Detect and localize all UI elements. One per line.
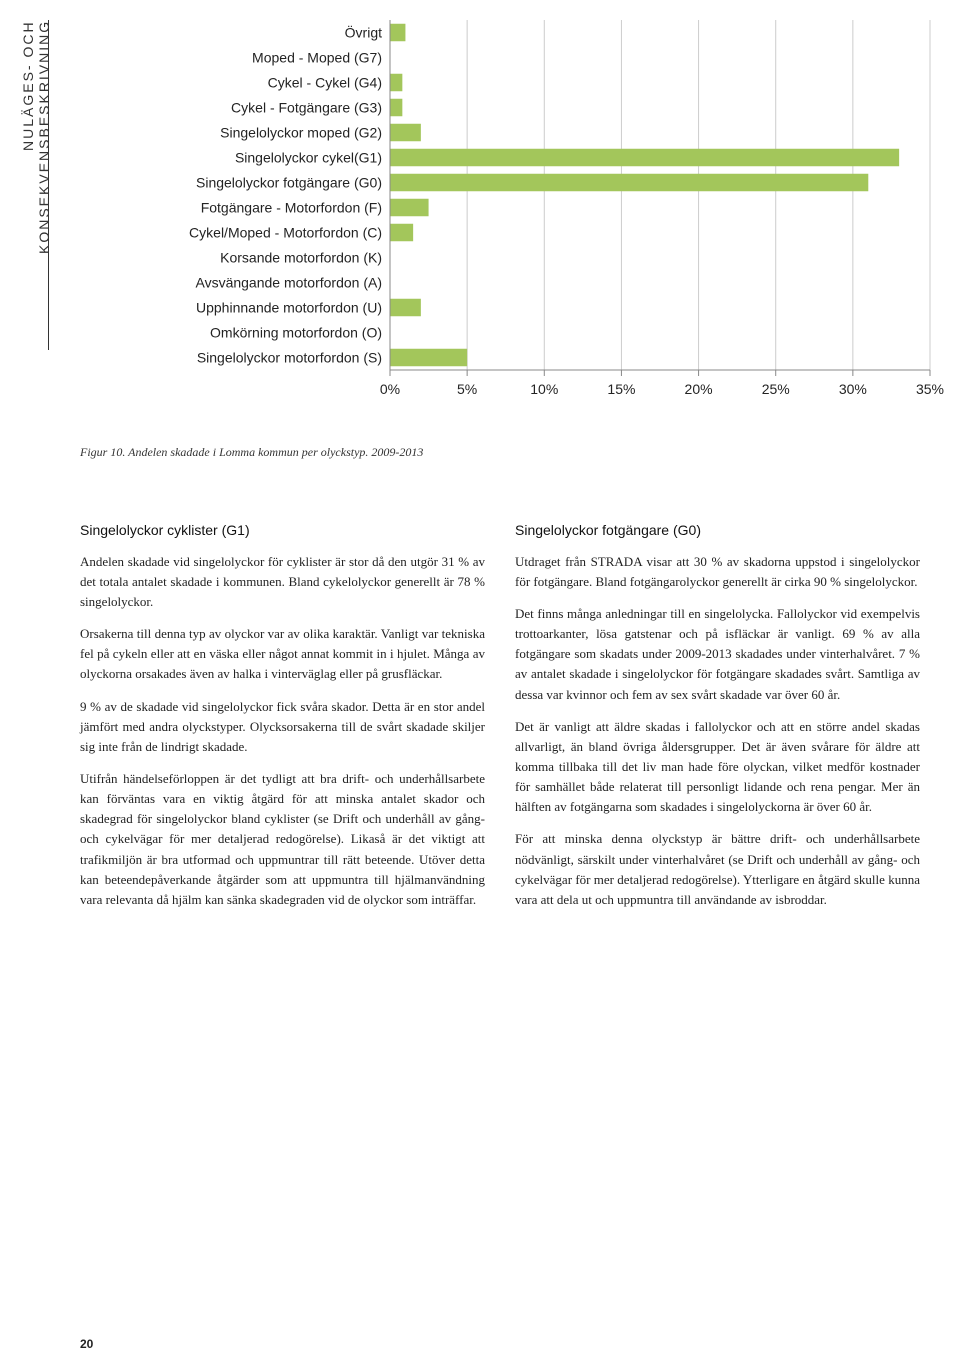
chart-x-tick-label: 25% [762,381,790,397]
chart-svg: Övrigt Moped - Moped (G7) Cykel - Cykel (G… [80,10,950,430]
paragraph: För att minska denna olyckstyp är bättre… [515,829,920,910]
chart-category-label: Avsvängande motorfordon (A) [195,275,382,291]
figure-caption: Figur 10. Andelen skadade i Lomma kommun… [80,445,423,460]
right-column-heading: Singelolyckor fotgängare (G0) [515,520,920,542]
chart-x-tick-label: 0% [380,381,400,397]
chart-category-label: Omkörning motorfordon (O) [210,325,382,341]
side-rule [48,20,49,350]
chart-bar [390,299,421,317]
left-column-paragraphs: Andelen skadade vid singelolyckor för cy… [80,552,485,910]
left-column: Singelolyckor cyklister (G1) Andelen ska… [80,520,485,922]
paragraph: Utifrån händelseförloppen är det tydligt… [80,769,485,910]
chart-horizontal-bar: Övrigt Moped - Moped (G7) Cykel - Cykel (G… [80,10,950,430]
chart-x-tick-label: 10% [530,381,558,397]
chart-category-label: Upphinnande motorfordon (U) [196,300,382,316]
chart-category-label: Korsande motorfordon (K) [220,250,382,266]
chart-bar [390,199,429,217]
chart-category-label: Cykel - Fotgängare (G3) [231,100,382,116]
chart-category-label: Singelolyckor cykel(G1) [235,150,382,166]
paragraph: Utdraget från STRADA visar att 30 % av s… [515,552,920,592]
chart-x-tick-label: 5% [457,381,477,397]
paragraph: 9 % av de skadade vid singelolyckor fick… [80,697,485,757]
chart-bar [390,74,402,92]
right-column: Singelolyckor fotgängare (G0) Utdraget f… [515,520,920,922]
chart-bar [390,124,421,142]
chart-category-label: Moped - Moped (G7) [252,50,382,66]
paragraph: Det finns många anledningar till en sing… [515,604,920,705]
chart-bar [390,24,405,42]
chart-category-label: Singelolyckor fotgängare (G0) [196,175,382,191]
chart-bar [390,149,899,167]
chart-x-tick-label: 20% [685,381,713,397]
chart-category-label: Singelolyckor motorfordon (S) [197,350,382,366]
chart-category-label: Singelolyckor moped (G2) [220,125,382,141]
paragraph: Orsakerna till denna typ av olyckor var … [80,624,485,684]
chart-x-tick-label: 35% [916,381,944,397]
chart-bar [390,349,467,367]
left-column-heading: Singelolyckor cyklister (G1) [80,520,485,542]
chart-category-label: Cykel - Cykel (G4) [268,75,382,91]
chart-x-tick-label: 15% [607,381,635,397]
paragraph: Det är vanligt att äldre skadas i fallol… [515,717,920,818]
chart-category-label: Övrigt [345,24,382,41]
chart-category-label: Cykel/Moped - Motorfordon (C) [189,225,382,241]
body-columns: Singelolyckor cyklister (G1) Andelen ska… [80,520,920,922]
paragraph: Andelen skadade vid singelolyckor för cy… [80,552,485,612]
right-column-paragraphs: Utdraget från STRADA visar att 30 % av s… [515,552,920,910]
chart-bar [390,224,413,242]
chart-bar [390,99,402,117]
chart-category-label: Fotgängare - Motorfordon (F) [201,200,382,216]
chart-x-tick-label: 30% [839,381,867,397]
chart-bar [390,174,868,192]
page-number: 20 [80,1337,93,1351]
